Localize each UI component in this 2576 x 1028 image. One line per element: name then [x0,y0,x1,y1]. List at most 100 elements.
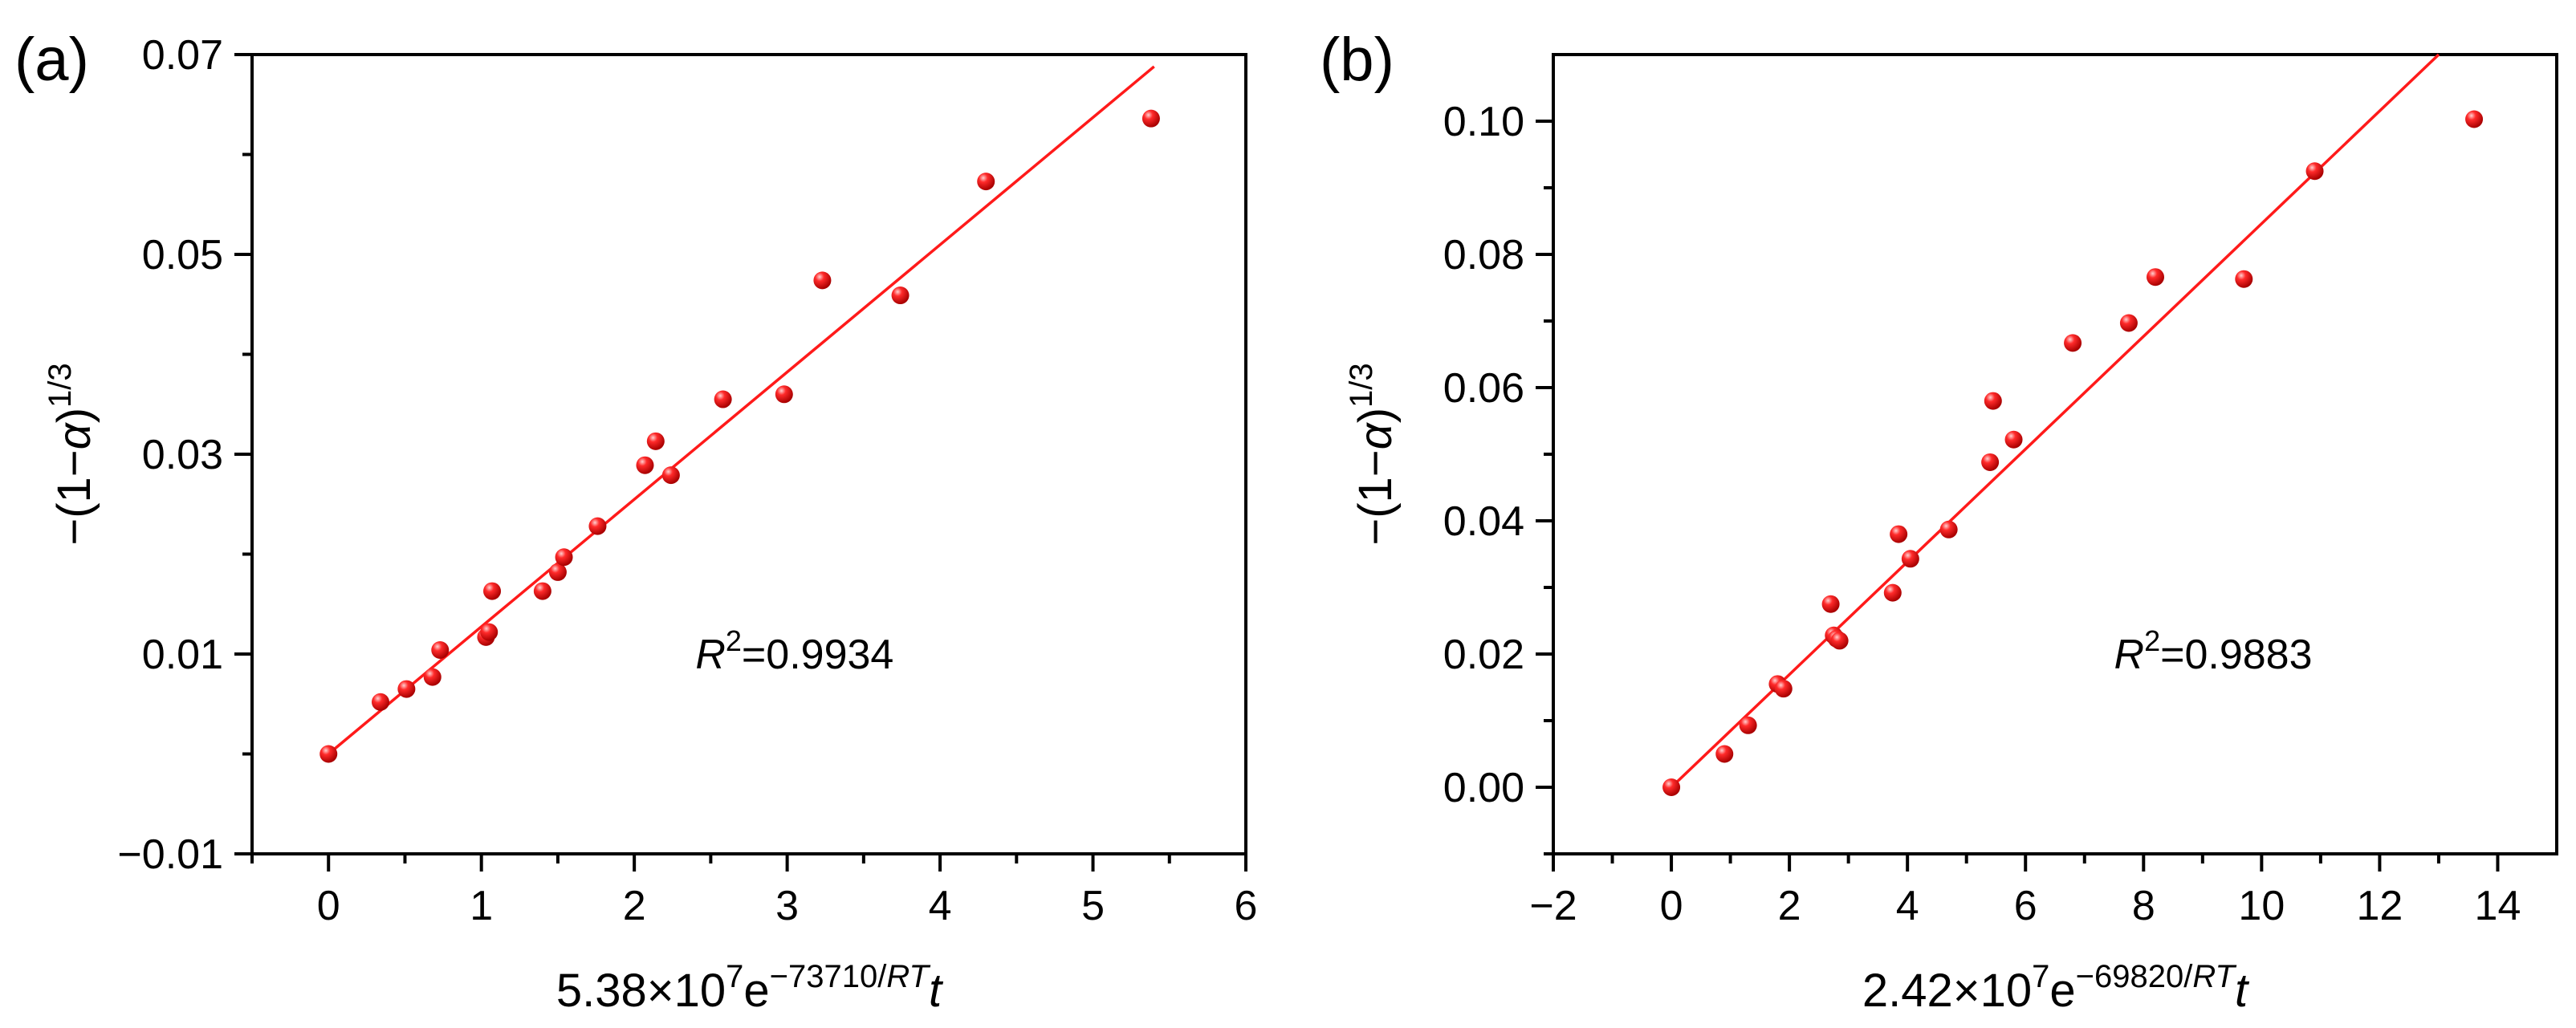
data-point [548,563,567,581]
data-point [636,456,654,474]
fit-line-path [1670,53,2440,789]
fit-line [1670,53,2440,789]
fit-line [328,65,1155,755]
data-point [423,668,442,686]
data-point [1774,680,1793,698]
y-tick-label: 0.10 [1443,99,1524,145]
data-point [2235,270,2253,288]
y-tick-label: 0.00 [1443,765,1524,811]
x-title-prefix: 5.38×10 [556,965,726,1017]
data-point [891,286,910,305]
x-tick-label: 6 [1235,883,1258,929]
y-tick-label: 0.06 [1443,365,1524,412]
x-tick-label: 2 [623,883,646,929]
y-tick-label: −0.01 [117,831,223,878]
y-tick-label: 0.05 [142,232,223,278]
x-axis-title: 2.42×107e−69820/RTt [1862,959,2250,1017]
y-title-close: ) [48,408,100,423]
chart-panel-b: −2 0 2 4 6 8 10 12 14 0.00 0.02 0.04 0.06 0.08 0.10 (… [1320,26,2558,1017]
x-title-exp7: 7 [726,959,743,994]
x-title-t: t [929,965,944,1017]
data-point [1939,520,1958,538]
x-tick-label: 3 [775,883,799,929]
x-tick-label: 4 [929,883,952,929]
x-tick-label: 14 [2475,883,2521,929]
x-tick-label: 2 [1778,883,1801,929]
data-point [661,466,680,485]
panel-label: (b) [1320,26,1394,94]
data-point [319,745,338,763]
r-squared-label: R2=0.9934 [695,624,893,678]
x-ticks: −2 0 2 4 6 8 10 12 14 [1529,854,2521,929]
x-axis-title: 5.38×107e−73710/RTt [556,959,944,1017]
data-point [555,548,573,567]
y-tick-label: 0.03 [142,432,223,478]
data-point [1715,745,1734,763]
y-title-exponent: 1/3 [1344,363,1379,408]
data-point [1830,632,1849,650]
y-title-prefix: −(1− [48,449,100,545]
y-title-prefix: −(1− [1349,449,1402,545]
data-point [431,641,450,660]
data-point [2305,162,2324,181]
data-point [1890,525,1908,543]
data-point [1981,453,2000,471]
x-title-e: e [743,965,769,1017]
x-ticks: 0 1 2 3 4 5 6 [250,854,1258,929]
r-squared-label: R2=0.9883 [2114,624,2313,678]
x-title-exponent-rt: RT [2192,959,2236,994]
x-title-exponent: −69820/ [2076,959,2194,994]
data-point [397,680,416,698]
r-squared-value: =0.9934 [742,632,893,678]
x-tick-label: 10 [2238,883,2285,929]
y-tick-label: 0.07 [142,32,223,79]
x-tick-label: 6 [2014,883,2037,929]
data-point [1821,595,1840,613]
r-squared-sup: 2 [2144,624,2160,657]
x-title-exponent-rt: RT [886,959,930,994]
x-title-prefix: 2.42×10 [1862,965,2032,1017]
data-points [319,109,1160,763]
data-point [483,582,502,600]
y-axis-title: −(1−α)1/3 [43,363,100,545]
data-point [1984,392,2002,410]
data-point [1901,550,1919,568]
y-tick-label: 0.08 [1443,232,1524,278]
x-tick-label: 4 [1896,883,1919,929]
data-points [1662,110,2484,796]
x-tick-label: 0 [317,883,340,929]
y-title-alpha: α [48,421,100,449]
data-point [646,432,665,450]
data-point [1662,778,1681,796]
x-tick-label: 8 [2132,883,2155,929]
y-tick-label: 0.04 [1443,498,1524,545]
data-point [813,271,832,290]
y-tick-label: 0.02 [1443,632,1524,678]
data-point [977,173,995,191]
panel-label: (a) [14,26,89,94]
data-point [588,517,607,535]
y-title-alpha: α [1349,421,1402,449]
r-squared-value: =0.9883 [2160,632,2312,678]
plot-frame [1552,53,2558,855]
y-ticks: 0.00 0.02 0.04 0.06 0.08 0.10 [1443,99,1553,855]
y-ticks: −0.01 0.01 0.03 0.05 0.07 [117,32,252,878]
x-tick-label: 12 [2356,883,2403,929]
r-squared-sup: 2 [726,624,742,657]
x-title-t: t [2235,965,2250,1017]
x-title-exp7: 7 [2032,959,2049,994]
data-point [1883,583,1902,602]
x-tick-label: 5 [1081,883,1105,929]
y-axis-title: −(1−α)1/3 [1344,363,1402,545]
y-title-close: ) [1349,408,1402,423]
x-tick-label: 0 [1660,883,1683,929]
data-point [2004,430,2023,449]
data-point [2465,110,2484,128]
y-title-exponent: 1/3 [43,363,78,408]
y-tick-label: 0.01 [142,632,223,678]
data-point [371,693,389,711]
data-point [480,623,499,641]
data-point [1141,109,1160,128]
